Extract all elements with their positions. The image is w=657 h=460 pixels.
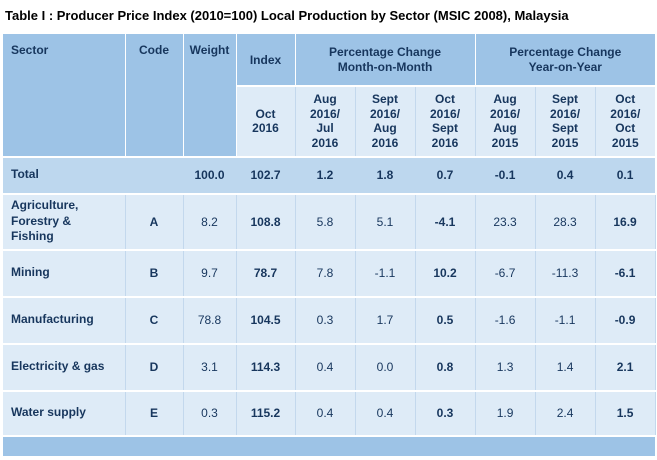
sector-label: Water supply [3, 390, 126, 437]
header-row-groups: Sector Code Weight Index Percentage Chan… [3, 34, 656, 158]
yoy-aug-value: 1.9 [475, 390, 536, 437]
weight-value: 9.7 [183, 249, 237, 298]
weight-value: 78.8 [183, 296, 237, 345]
mom-sept-value: 5.1 [355, 193, 416, 251]
mom-sept-value: 1.7 [355, 296, 416, 345]
mom-oct-value: 0.8 [415, 343, 476, 392]
subheader-yoy-sept: Sept 2016/ Sept 2015 [535, 86, 596, 158]
code-value: B [125, 249, 184, 298]
sector-label: Total [3, 156, 125, 195]
footer-band-row [3, 435, 656, 456]
yoy-oct-value: 2.1 [595, 343, 656, 392]
yoy-sept-value: -1.1 [535, 296, 596, 345]
mom-aug-value: 1.2 [295, 156, 355, 195]
table-row-electricity-gas: Electricity & gas D 3.1 114.3 0.4 0.0 0.… [3, 343, 656, 392]
subheader-mom-sept: Sept 2016/ Aug 2016 [355, 86, 416, 158]
mom-oct-value: 0.7 [415, 156, 476, 195]
table-row-total: Total 100.0 102.7 1.2 1.8 0.7 -0.1 0.4 0… [3, 156, 656, 195]
sector-label: Electricity & gas [3, 343, 126, 392]
mom-oct-value: -4.1 [415, 193, 476, 251]
col-group-month-on-month: Percentage Change Month-on-Month [295, 34, 476, 87]
sector-label: Mining [3, 249, 126, 298]
code-value: D [125, 343, 184, 392]
subheader-mom-aug: Aug 2016/ Jul 2016 [295, 86, 356, 158]
col-group-year-on-year: Percentage Change Year-on-Year [475, 34, 656, 87]
yoy-aug-value: -6.7 [475, 249, 536, 298]
sector-label: Manufacturing [3, 296, 126, 345]
table-row-agriculture: Agriculture, Forestry & Fishing A 8.2 10… [3, 193, 656, 251]
index-value: 102.7 [236, 156, 295, 195]
mom-sept-value: 0.0 [355, 343, 416, 392]
yoy-aug-value: -0.1 [475, 156, 536, 195]
mom-sept-value: 0.4 [355, 390, 416, 437]
code-value: A [125, 193, 184, 251]
yoy-oct-value: -0.9 [595, 296, 656, 345]
mom-aug-value: 0.3 [295, 296, 356, 345]
code-value: C [125, 296, 184, 345]
col-header-index: Index [236, 34, 296, 87]
subheader-index-period: Oct 2016 [236, 86, 296, 158]
mom-oct-value: 10.2 [415, 249, 476, 298]
yoy-aug-value: 1.3 [475, 343, 536, 392]
yoy-oct-value: 1.5 [595, 390, 656, 437]
table-row-manufacturing: Manufacturing C 78.8 104.5 0.3 1.7 0.5 -… [3, 296, 656, 345]
mom-sept-value: -1.1 [355, 249, 416, 298]
ppi-table: Sector Code Weight Index Percentage Chan… [3, 34, 656, 456]
index-value: 104.5 [236, 296, 296, 345]
mom-aug-value: 5.8 [295, 193, 356, 251]
yoy-oct-value: 16.9 [595, 193, 656, 251]
sector-label: Agriculture, Forestry & Fishing [3, 193, 126, 251]
subheader-yoy-oct: Oct 2016/ Oct 2015 [595, 86, 656, 158]
index-value: 108.8 [236, 193, 296, 251]
mom-aug-value: 0.4 [295, 390, 356, 437]
footer-band [3, 435, 656, 456]
yoy-aug-value: -1.6 [475, 296, 536, 345]
col-header-code: Code [125, 34, 184, 158]
yoy-sept-value: 0.4 [535, 156, 596, 195]
mom-sept-value: 1.8 [355, 156, 415, 195]
weight-value: 3.1 [183, 343, 237, 392]
header-row-periods: Oct 2016 Aug 2016/ Jul 2016 Sept 2016/ A… [3, 86, 656, 158]
weight-value: 100.0 [183, 156, 236, 195]
yoy-sept-value: 2.4 [535, 390, 596, 437]
yoy-aug-value: 23.3 [475, 193, 536, 251]
yoy-sept-value: 1.4 [535, 343, 596, 392]
mom-oct-value: 0.3 [415, 390, 476, 437]
yoy-oct-value: 0.1 [595, 156, 656, 195]
weight-value: 0.3 [183, 390, 237, 437]
mom-oct-value: 0.5 [415, 296, 476, 345]
table-row-mining: Mining B 9.7 78.7 7.8 -1.1 10.2 -6.7 -11… [3, 249, 656, 298]
table-title: Table I : Producer Price Index (2010=100… [5, 8, 569, 23]
col-header-weight: Weight [183, 34, 237, 158]
mom-aug-value: 0.4 [295, 343, 356, 392]
yoy-sept-value: -11.3 [535, 249, 596, 298]
weight-value: 8.2 [183, 193, 237, 251]
code-value [125, 156, 183, 195]
code-value: E [125, 390, 184, 437]
yoy-oct-value: -6.1 [595, 249, 656, 298]
subheader-yoy-aug: Aug 2016/ Aug 2015 [475, 86, 536, 158]
table-row-water-supply: Water supply E 0.3 115.2 0.4 0.4 0.3 1.9… [3, 390, 656, 437]
col-header-sector: Sector [3, 34, 126, 158]
yoy-sept-value: 28.3 [535, 193, 596, 251]
mom-aug-value: 7.8 [295, 249, 356, 298]
index-value: 114.3 [236, 343, 296, 392]
index-value: 78.7 [236, 249, 296, 298]
index-value: 115.2 [236, 390, 296, 437]
subheader-mom-oct: Oct 2016/ Sept 2016 [415, 86, 476, 158]
